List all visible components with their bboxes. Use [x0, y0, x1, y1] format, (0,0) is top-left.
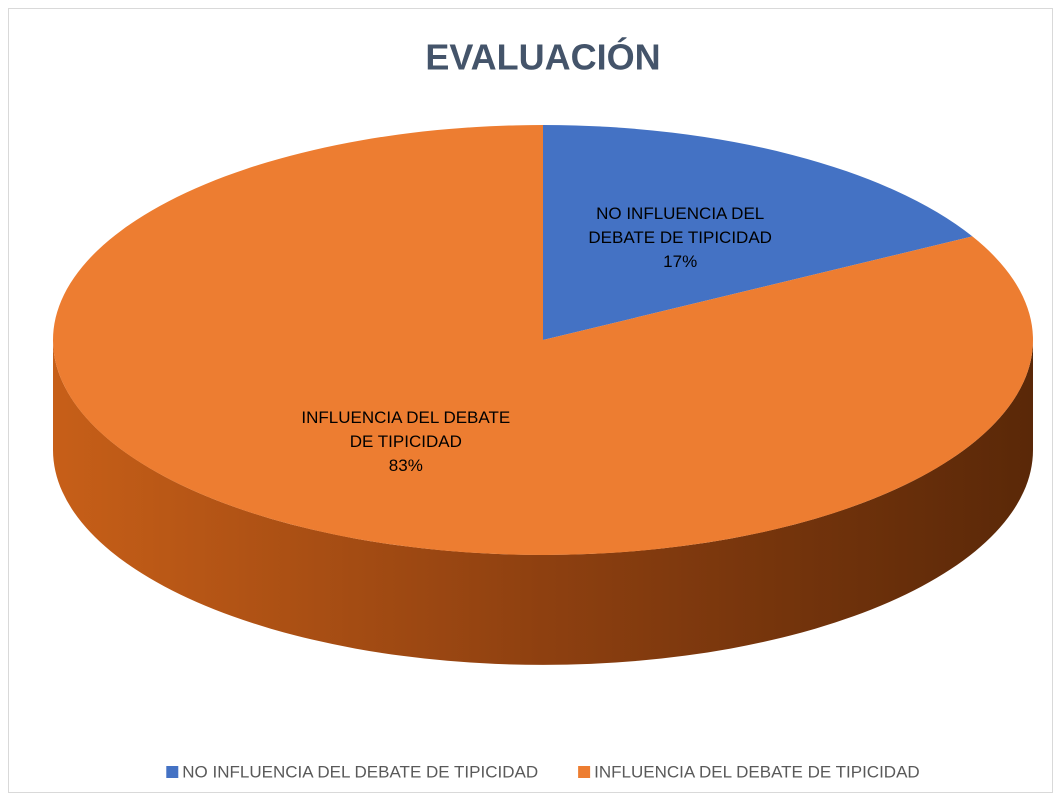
legend-swatch [578, 766, 591, 778]
data-label: NO INFLUENCIA DEL DEBATE DE TIPICIDAD 17% [570, 202, 790, 274]
data-label: INFLUENCIA DEL DEBATE DE TIPICIDAD 83% [296, 406, 516, 478]
legend-swatch [166, 766, 179, 778]
pie-slice [543, 125, 973, 340]
legend-label: NO INFLUENCIA DEL DEBATE DE TIPICIDAD [182, 762, 538, 781]
pie-side [53, 340, 1033, 665]
data-label-value: 17% [663, 252, 698, 272]
data-label-category: INFLUENCIA DEL DEBATE DE TIPICIDAD [301, 407, 511, 451]
data-label-value: 83% [388, 455, 423, 475]
legend-label: INFLUENCIA DEL DEBATE DE TIPICIDAD [594, 762, 920, 781]
pie-slice [52, 125, 1034, 555]
chart-title: EVALUACIÓN [425, 36, 660, 78]
data-label-category: NO INFLUENCIA DEL DEBATE DE TIPICIDAD [588, 204, 772, 248]
